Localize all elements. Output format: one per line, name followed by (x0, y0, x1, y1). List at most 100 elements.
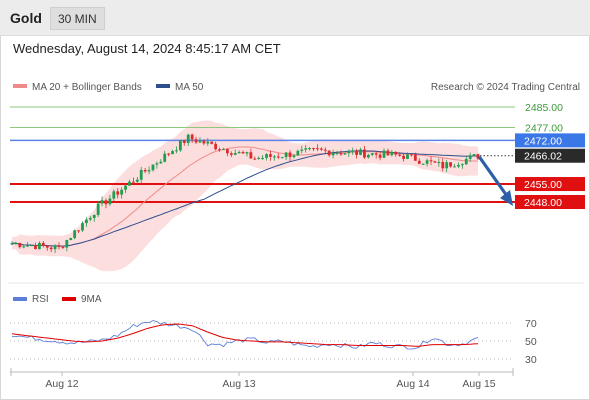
candles (10, 133, 480, 253)
level-label: 2472.00 (524, 135, 562, 147)
candle-body (229, 153, 233, 155)
candle-body (327, 150, 331, 156)
candle-body (331, 153, 335, 156)
candle-body (34, 245, 37, 250)
candle-body (163, 153, 167, 162)
candle-body (421, 163, 425, 165)
candle-body (171, 151, 174, 155)
candle-body (198, 140, 202, 143)
candle-body (378, 154, 382, 158)
candle-body (265, 154, 268, 158)
candle-body (312, 148, 315, 150)
candle-body (116, 191, 120, 195)
candle-body (296, 150, 300, 156)
rsi-line (11, 320, 479, 350)
candle-body (476, 154, 480, 159)
candle-body (100, 200, 104, 204)
candle-body (445, 162, 449, 169)
candle-body (77, 230, 80, 232)
ma50-legend-swatch (156, 84, 170, 88)
timestamp: Wednesday, August 14, 2024 8:45:17 AM CE… (13, 41, 281, 56)
candle-body (182, 140, 186, 143)
candle-body (249, 152, 253, 159)
candle-body (38, 242, 41, 250)
candle-body (18, 243, 22, 248)
candle-body (233, 153, 237, 155)
candle-body (374, 153, 378, 155)
moving-averages (11, 146, 479, 247)
rsi-legend-label: RSI (32, 294, 49, 305)
candle-body (237, 152, 241, 154)
candle-body (73, 230, 77, 239)
last-price-label: 2466.02 (524, 151, 562, 163)
candle-body (112, 191, 116, 199)
candle-body (272, 156, 276, 158)
candle-body (143, 169, 147, 172)
level-label: 2477.00 (525, 123, 563, 135)
candle-body (319, 148, 323, 150)
candle-body (14, 243, 18, 245)
candle-body (413, 154, 417, 161)
candle-body (69, 238, 73, 241)
candle-body (457, 164, 460, 167)
candle-body (104, 200, 108, 205)
level-lines (10, 106, 515, 203)
candle-body (96, 203, 100, 215)
forecast-arrow-shaft (478, 156, 509, 198)
candle-body (147, 170, 151, 172)
candle-body (85, 219, 88, 224)
candle-body (288, 152, 292, 158)
candle-body (178, 140, 182, 151)
candle-body (57, 245, 61, 247)
candle-body (53, 245, 57, 250)
candle-body (108, 198, 112, 205)
rsi-tick-label: 30 (525, 354, 537, 366)
candle-body (351, 150, 355, 152)
candle-body (206, 141, 210, 144)
candle-body (304, 148, 308, 150)
candle-body (139, 169, 143, 180)
forecast-arrow-head (500, 190, 513, 206)
candle-body (214, 143, 218, 150)
forecast-arrow (478, 156, 513, 206)
candle-body (151, 164, 155, 171)
x-tick-label: Aug 15 (462, 378, 495, 390)
candle-body (453, 166, 456, 168)
candle-body (366, 154, 370, 158)
candle-body (370, 153, 374, 155)
candle-body (280, 157, 284, 159)
candle-body (394, 152, 398, 155)
ma9-legend-swatch (62, 297, 76, 301)
candle-body (308, 148, 312, 150)
candle-body (10, 243, 14, 245)
candle-body (460, 164, 464, 166)
candle-body (167, 153, 171, 155)
candle-body (225, 149, 229, 154)
candle-body (433, 161, 437, 163)
timeframe-selector[interactable]: 30 MIN (50, 7, 105, 30)
candle-body (175, 150, 178, 152)
rsi-panel: 70 50 30 (10, 318, 537, 366)
candle-body (355, 150, 359, 155)
level-label: 2448.00 (524, 197, 562, 209)
candle-body (261, 157, 265, 159)
candle-body (26, 245, 30, 247)
candle-body (218, 149, 221, 151)
candle-body (323, 149, 327, 151)
candle-body (61, 246, 65, 248)
candle-body (269, 154, 272, 157)
candle-body (339, 152, 343, 155)
candle-body (382, 150, 386, 158)
x-tick-label: Aug 14 (396, 378, 429, 390)
candle-body (292, 155, 296, 158)
candle-body (41, 242, 45, 246)
rsi-tick-label: 70 (525, 318, 537, 330)
level-tag (515, 195, 585, 209)
candle-body (468, 155, 472, 159)
candle-body (210, 141, 214, 144)
candle-body (300, 149, 304, 151)
x-tick-label: Aug 13 (222, 378, 255, 390)
candle-body (159, 161, 163, 164)
candle-body (429, 160, 433, 162)
